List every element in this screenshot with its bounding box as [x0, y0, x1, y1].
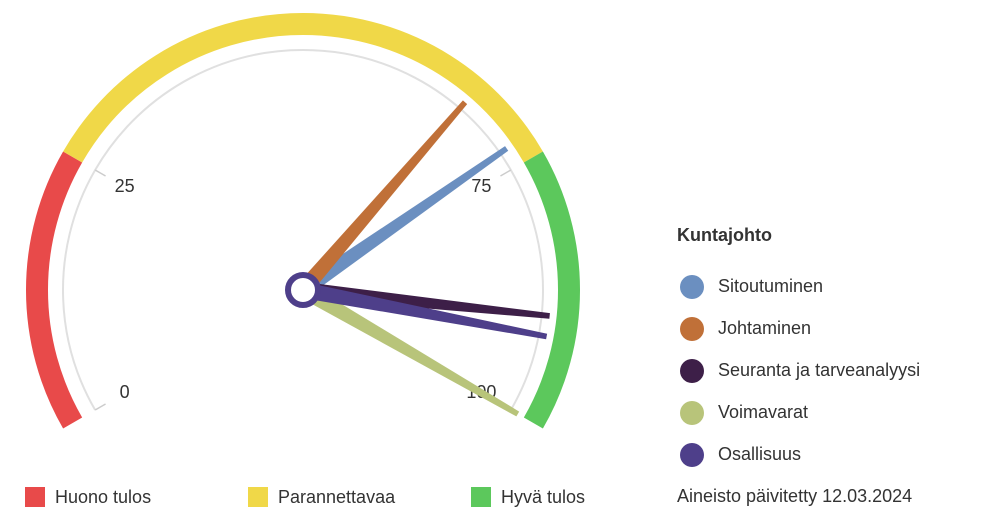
tick-label: 25 — [115, 176, 135, 196]
band — [63, 13, 543, 163]
band — [26, 151, 83, 429]
legend-swatch — [25, 487, 45, 507]
needle-hub — [285, 272, 321, 308]
tick-label: 0 — [120, 382, 130, 402]
tick-label: 75 — [471, 176, 491, 196]
legend-marker — [680, 443, 704, 467]
tick-mark — [500, 169, 512, 177]
legend-marker — [680, 275, 704, 299]
legend-label: Johtaminen — [718, 318, 811, 338]
needle — [301, 282, 548, 340]
needle — [302, 282, 550, 319]
legend-label: Huono tulos — [55, 487, 151, 507]
legend-swatch — [248, 487, 268, 507]
legend-label: Seuranta ja tarveanalyysi — [718, 360, 920, 380]
legend-marker — [680, 401, 704, 425]
legend-marker — [680, 317, 704, 341]
scale-arc — [62, 49, 544, 411]
footnote: Aineisto päivitetty 12.03.2024 — [677, 486, 912, 506]
legend-label: Osallisuus — [718, 444, 801, 464]
needle — [298, 146, 509, 297]
tick-mark — [94, 169, 106, 177]
legend-label: Voimavarat — [718, 402, 808, 422]
legend-label: Parannettavaa — [278, 487, 396, 507]
legend-marker — [680, 359, 704, 383]
needle — [299, 283, 520, 417]
legend-title: Kuntajohto — [677, 225, 772, 245]
band — [523, 151, 580, 429]
needle — [296, 100, 468, 296]
legend-label: Hyvä tulos — [501, 487, 585, 507]
tick-mark — [94, 403, 106, 411]
legend-swatch — [471, 487, 491, 507]
legend-label: Sitoutuminen — [718, 276, 823, 296]
